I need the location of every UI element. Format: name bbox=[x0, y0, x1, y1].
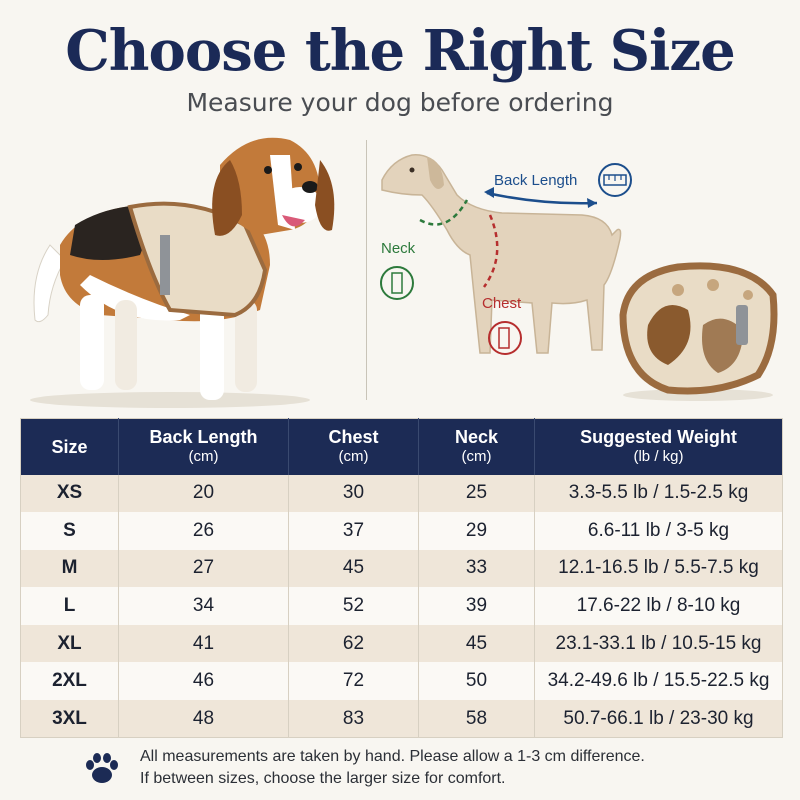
table-row: 2XL 46 72 50 34.2-49.6 lb / 15.5-22.5 kg bbox=[20, 662, 783, 701]
header-size: Size bbox=[20, 418, 119, 475]
back-length-cell: 26 bbox=[118, 512, 289, 550]
back-length-cell: 27 bbox=[118, 549, 289, 588]
size-cell: S bbox=[20, 512, 119, 550]
neck-cell: 58 bbox=[418, 700, 535, 738]
table-row: L 34 52 39 17.6-22 lb / 8-10 kg bbox=[20, 587, 783, 625]
chest-label: Chest bbox=[482, 295, 522, 312]
neck-cell: 29 bbox=[418, 512, 535, 550]
neck-cell: 25 bbox=[418, 474, 535, 513]
back-length-label: Back Length bbox=[494, 172, 578, 189]
table-row: 3XL 48 83 58 50.7-66.1 lb / 23-30 kg bbox=[20, 700, 783, 738]
chest-cell: 37 bbox=[288, 512, 419, 550]
table-row: M 27 45 33 12.1-16.5 lb / 5.5-7.5 kg bbox=[20, 549, 783, 588]
page-title: Choose the Right Size bbox=[65, 18, 736, 84]
table-row: XS 20 30 25 3.3-5.5 lb / 1.5-2.5 kg bbox=[20, 474, 783, 513]
neck-cell: 33 bbox=[418, 549, 535, 588]
table-row: XL 41 62 45 23.1-33.1 lb / 10.5-15 kg bbox=[20, 624, 783, 663]
header-neck: Neck (cm) bbox=[418, 418, 535, 475]
table-header-row: Size Back Length (cm) Chest (cm) Neck (cm) … bbox=[20, 418, 783, 475]
size-cell: M bbox=[20, 549, 119, 588]
beagle-photo bbox=[30, 137, 335, 408]
chest-cell: 45 bbox=[288, 549, 419, 588]
chest-cell: 83 bbox=[288, 700, 419, 738]
weight-cell: 50.7-66.1 lb / 23-30 kg bbox=[534, 700, 783, 738]
size-cell: 3XL bbox=[20, 700, 119, 738]
section-divider bbox=[366, 140, 367, 400]
neck-cell: 39 bbox=[418, 587, 535, 625]
footer-note-sizing: If between sizes, choose the larger size… bbox=[140, 770, 506, 787]
weight-cell: 17.6-22 lb / 8-10 kg bbox=[534, 587, 783, 625]
size-cell: XS bbox=[20, 474, 119, 513]
weight-cell: 34.2-49.6 lb / 15.5-22.5 kg bbox=[534, 662, 783, 701]
chest-cell: 52 bbox=[288, 587, 419, 625]
back-length-cell: 46 bbox=[118, 662, 289, 701]
page-subtitle: Measure your dog before ordering bbox=[186, 88, 614, 117]
harness-product-image bbox=[619, 262, 778, 401]
weight-cell: 3.3-5.5 lb / 1.5-2.5 kg bbox=[534, 474, 783, 513]
measurement-diagram bbox=[380, 154, 632, 355]
size-cell: XL bbox=[20, 624, 119, 663]
header-back-length: Back Length (cm) bbox=[118, 418, 289, 475]
chest-cell: 72 bbox=[288, 662, 419, 701]
back-length-cell: 48 bbox=[118, 700, 289, 738]
weight-cell: 12.1-16.5 lb / 5.5-7.5 kg bbox=[534, 549, 783, 588]
chest-cell: 30 bbox=[288, 474, 419, 513]
weight-cell: 6.6-11 lb / 3-5 kg bbox=[534, 512, 783, 550]
neck-cell: 50 bbox=[418, 662, 535, 701]
chest-cell: 62 bbox=[288, 624, 419, 663]
neck-label: Neck bbox=[381, 240, 416, 257]
header-chest: Chest (cm) bbox=[288, 418, 419, 475]
size-chart-table: Size Back Length (cm) Chest (cm) Neck (cm) … bbox=[20, 418, 783, 739]
table-row: S 26 37 29 6.6-11 lb / 3-5 kg bbox=[20, 512, 783, 550]
footer-note-measurement: All measurements are taken by hand. Plea… bbox=[140, 748, 645, 765]
back-length-cell: 20 bbox=[118, 474, 289, 513]
weight-cell: 23.1-33.1 lb / 10.5-15 kg bbox=[534, 624, 783, 663]
size-cell: L bbox=[20, 587, 119, 625]
back-length-cell: 34 bbox=[118, 587, 289, 625]
header-suggested-weight: Suggested Weight (lb / kg) bbox=[534, 418, 783, 475]
paw-print-icon bbox=[86, 753, 118, 783]
neck-cell: 45 bbox=[418, 624, 535, 663]
size-cell: 2XL bbox=[20, 662, 119, 701]
back-length-cell: 41 bbox=[118, 624, 289, 663]
